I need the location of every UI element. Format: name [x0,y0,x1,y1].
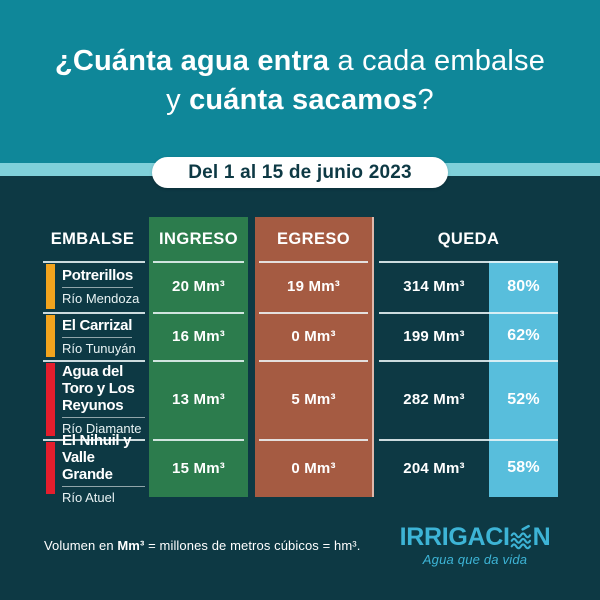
queda-value: 314 Mm³ [403,278,465,295]
reservoir-cell: El Nihuil y Valle Grande Río Atuel [40,432,145,505]
column-header-egreso: EGRESO [276,229,350,248]
row-divider [259,261,368,263]
reservoir-marker [46,264,55,309]
table-row: Potrerillos Río Mendoza 20 Mm³ 19 Mm³ 31… [40,261,558,312]
row-divider [153,261,244,263]
queda-percentage: 80% [507,277,540,295]
ingreso-value: 16 Mm³ [172,327,225,345]
ingreso-value: 13 Mm³ [172,391,225,408]
reservoir-cell: Potrerillos Río Mendoza [40,261,145,312]
irrigacion-logo: IRRIGACI N Agua que da vida [382,523,568,567]
row-divider [379,312,558,314]
queda-percentage: 52% [507,390,540,408]
queda-percentage-column-bg [489,261,558,497]
table-row: Agua del Toro y Los Reyunos Río Diamante… [40,360,558,439]
reservoir-marker [46,442,55,494]
page-title: ¿Cuánta agua entra a cada embalse y cuán… [0,42,600,120]
table-row: El Nihuil y Valle Grande Río Atuel 15 Mm… [40,432,558,505]
reservoir-name: Potrerillos [62,267,133,288]
title-line-1: ¿Cuánta agua entra a cada embalse [54,45,546,77]
row-divider [153,312,244,314]
row-divider [153,439,244,441]
ingreso-value: 20 Mm³ [172,278,225,295]
column-header-ingreso: INGRESO [159,229,238,248]
row-divider [259,360,368,362]
reservoir-name: Agua del Toro y Los Reyunos [62,363,145,418]
column-header-embalse: EMBALSE [50,229,135,248]
egreso-value: 0 Mm³ [291,327,336,345]
row-divider [379,439,558,441]
ingreso-column-bg [149,217,248,497]
column-header-queda: QUEDA [437,229,500,248]
row-divider [379,360,558,362]
queda-percentage: 62% [507,327,540,344]
river-name: Río Tunuyán [62,340,136,356]
egreso-value: 5 Mm³ [291,391,336,408]
reservoir-marker [46,363,55,436]
row-divider [259,439,368,441]
reservoir-cell: El Carrizal Río Tunuyán [40,312,145,360]
river-name: Río Mendoza [62,291,140,306]
row-divider [43,439,145,441]
egreso-value: 19 Mm³ [287,278,340,295]
queda-percentage: 58% [507,459,540,476]
reservoir-name: El Carrizal [62,317,132,338]
date-range-text: Del 1 al 15 de junio 2023 [188,161,412,183]
unit-abbreviation: Mm³ [117,538,145,553]
row-divider [43,261,145,263]
egreso-column-bg [255,217,374,497]
row-divider [153,360,244,362]
egreso-value: 0 Mm³ [291,459,336,477]
ingreso-value: 15 Mm³ [172,459,225,477]
table-row: El Carrizal Río Tunuyán 16 Mm³ 0 Mm³ 199… [40,312,558,360]
row-divider [379,261,558,263]
row-divider [43,360,145,362]
reservoir-name: El Nihuil y Valle Grande [62,432,145,487]
queda-value: 204 Mm³ [403,459,465,477]
title-line-2: y cuánta sacamos? [166,84,434,116]
volume-footnote: Volumen en Mm³ = millones de metros cúbi… [44,538,361,553]
river-name: Río Atuel [62,489,115,505]
reservoir-table: EMBALSE INGRESO EGRESO QUEDA Potrerillos… [40,217,558,505]
header-band [0,0,600,163]
wave-o-icon [510,523,532,551]
logo-wordmark: IRRIGACI N [399,523,551,551]
queda-value: 282 Mm³ [403,391,465,408]
queda-value: 199 Mm³ [403,327,465,345]
row-divider [43,312,145,314]
logo-tagline: Agua que da vida [422,552,528,567]
reservoir-cell: Agua del Toro y Los Reyunos Río Diamante [40,360,145,439]
date-range-badge: Del 1 al 15 de junio 2023 [152,157,448,188]
reservoir-marker [46,315,55,357]
river-name: Río Diamante [62,421,142,436]
row-divider [259,312,368,314]
